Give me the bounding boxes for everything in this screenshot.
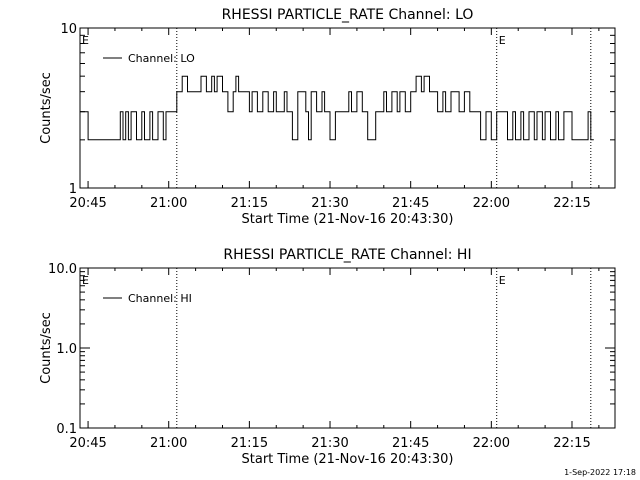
- panel2-y-tick-label: 0.1: [56, 422, 77, 437]
- panel2-x-tick-label: 20:45: [69, 436, 106, 451]
- panel2-y-tick-label: 1.0: [56, 342, 77, 357]
- panel1-title: RHESSI PARTICLE_RATE Channel: LO: [222, 7, 474, 23]
- panel1-legend-label: Channel: LO: [128, 52, 195, 65]
- panel2-x-tick-label: 21:30: [311, 436, 348, 451]
- panel2-title: RHESSI PARTICLE_RATE Channel: HI: [223, 247, 471, 263]
- date-stamp: 1-Sep-2022 17:18: [564, 468, 636, 477]
- panel1-series-line-1: [80, 75, 594, 141]
- panel2-x-tick-label: 22:15: [553, 436, 590, 451]
- panel1-x-tick-label: 21:30: [311, 196, 348, 211]
- panel2-x-tick-label: 22:00: [473, 436, 510, 451]
- panel1-x-axis-label: Start Time (21-Nov-16 20:43:30): [242, 212, 454, 227]
- panel2-legend-label: Channel: HI: [128, 292, 192, 305]
- panel2-x-tick-label: 21:00: [150, 436, 187, 451]
- panel2-y-axis-label: Counts/sec: [39, 312, 54, 384]
- panel2-x-tick-label: 21:45: [392, 436, 429, 451]
- panel1-plot-frame: [79, 27, 616, 189]
- panel1-x-tick-label: 21:15: [231, 196, 268, 211]
- panel1-x-tick-label: 21:00: [150, 196, 187, 211]
- panel1-event-marker: E: [499, 34, 506, 47]
- panel1-x-tick-label: 21:45: [392, 196, 429, 211]
- panel1-x-tick-label: 20:45: [69, 196, 106, 211]
- panel1-x-tick-label: 22:15: [553, 196, 590, 211]
- panel1-y-tick-label: 1: [69, 182, 77, 197]
- panel2-x-axis-label: Start Time (21-Nov-16 20:43:30): [242, 452, 454, 467]
- panel1-x-tick-label: 22:00: [473, 196, 510, 211]
- panel2-x-tick-label: 21:15: [231, 436, 268, 451]
- panel2-event-marker: E: [499, 274, 506, 287]
- panel1-event-marker: E: [82, 34, 89, 47]
- panel2-y-tick-label: 10.0: [48, 262, 77, 277]
- panel1-y-axis-label: Counts/sec: [39, 72, 54, 144]
- panel1-y-tick-label: 10: [60, 22, 77, 37]
- panel2-event-marker: E: [82, 274, 89, 287]
